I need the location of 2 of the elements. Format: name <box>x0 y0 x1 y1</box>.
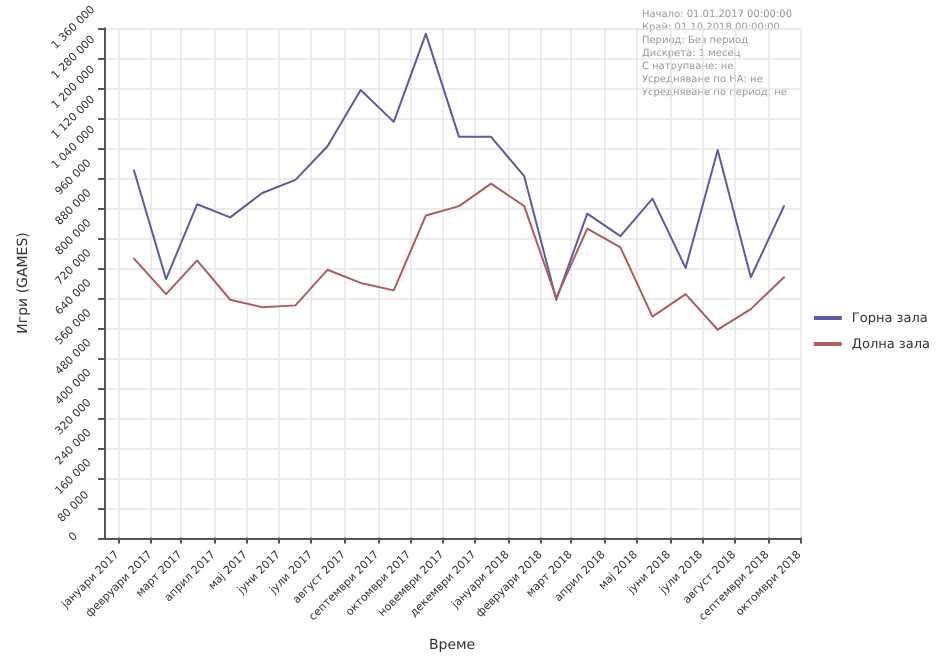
line-series <box>133 32 785 301</box>
line-series <box>133 182 785 331</box>
